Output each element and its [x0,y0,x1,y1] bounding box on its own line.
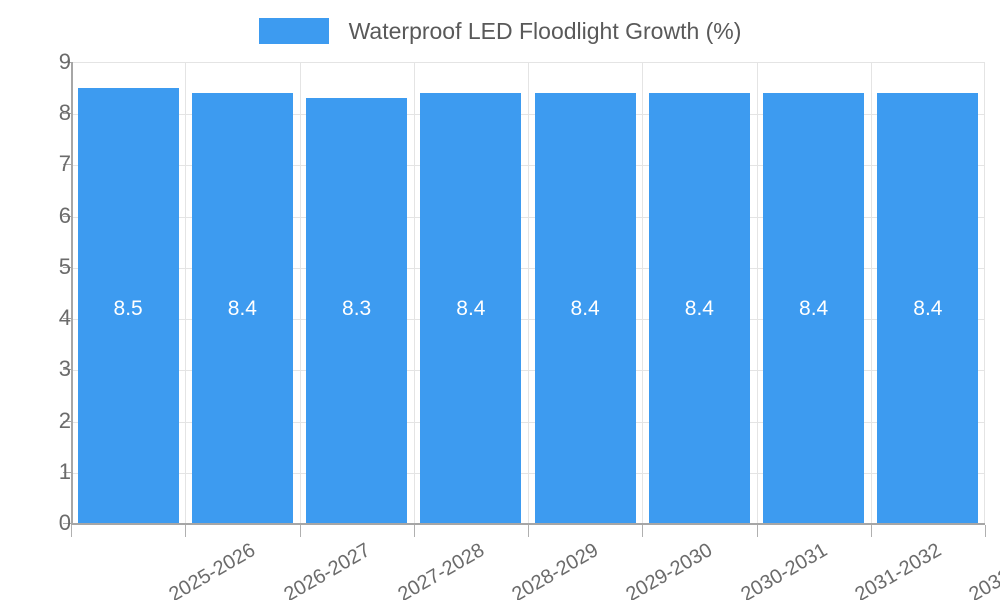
bar-value-label: 8.4 [227,296,257,320]
x-tick-label: 2027-2028 [394,539,488,600]
x-tick-label: 2029-2030 [622,539,717,600]
bar[interactable]: 8.4 [420,92,522,523]
gridline-horizontal [71,165,984,167]
x-tick-mark [185,525,187,537]
x-tick-mark [71,525,72,537]
gridline-horizontal [71,216,984,218]
bar-value-label: 8.5 [113,296,143,320]
y-tick-mark [63,215,71,217]
vertical-gridlines [71,63,984,523]
x-tick-mark [413,525,415,537]
x-tick-label: 2025-2026 [165,539,260,600]
x-tick-mark [528,525,529,537]
bar-value-label: 8.4 [684,296,714,320]
y-tick-label: 6 [58,202,71,228]
legend-color-swatch [258,18,329,44]
x-axis-line [71,523,985,525]
x-tick-mark [985,525,986,537]
gridline-vertical [528,63,529,523]
bar-value-label: 8.4 [570,296,600,320]
legend-entry[interactable]: Waterproof LED Floodlight Growth (%) [258,17,742,44]
gridline-vertical [870,63,872,523]
bar-value-label: 8.3 [342,296,372,320]
x-tick-mark [642,525,644,537]
gridline-horizontal [71,421,984,423]
bar[interactable]: 8.3 [306,97,408,523]
bar[interactable]: 8.4 [763,92,865,523]
x-tick-label: 2026-2027 [279,539,374,600]
bar-value-label: 8.4 [799,296,829,320]
y-tick-label: 4 [58,305,71,331]
bar[interactable]: 8.4 [877,92,979,523]
y-tick-label: 9 [58,49,71,74]
chart-legend: Waterproof LED Floodlight Growth (%) [0,14,1000,48]
y-tick-label: 3 [58,356,71,382]
bar-value-label: 8.4 [913,296,943,320]
y-tick-label: 2 [58,407,71,433]
y-tick-mark [63,62,71,63]
x-tick-mark [299,525,301,537]
y-tick-label: 7 [58,151,71,177]
y-axis-line [71,62,73,524]
y-tick-mark [63,523,71,524]
y-tick-label: 1 [58,458,71,484]
gridline-horizontal [71,319,984,321]
x-tick-mark [756,525,758,537]
horizontal-gridlines [71,63,984,523]
y-tick-mark [63,471,71,473]
gridline-horizontal [71,114,984,116]
bar[interactable]: 8.5 [77,87,179,523]
gridline-horizontal [71,267,984,269]
y-tick-mark [63,266,71,268]
gridline-vertical [413,63,415,523]
y-tick-mark [63,318,71,320]
bar[interactable]: 8.4 [191,92,293,523]
x-tick-label: 2031-2032 [851,539,945,600]
y-tick-label: 0 [58,510,71,535]
y-tick-mark [63,420,71,422]
gridline-horizontal [71,370,984,372]
x-tick-label: 2028-2029 [508,539,603,600]
y-tick-label: 5 [58,253,71,279]
y-axis-tick-group: 0 1 2 3 4 5 6 7 8 9 [0,0,71,600]
gridline-vertical [299,63,301,523]
bar[interactable]: 8.4 [648,92,750,523]
gridline-horizontal [71,472,984,474]
x-tick-mark [870,525,872,537]
y-tick-mark [63,113,71,115]
bar-value-label: 8.4 [456,296,486,320]
gridline-vertical [642,63,644,523]
y-tick-label: 8 [58,100,71,126]
gridline-vertical [756,63,758,523]
bars-layer: 8.5 8.4 8.3 8.4 8.4 8.4 8.4 8.4 [71,63,984,523]
bar[interactable]: 8.4 [534,92,636,523]
x-tick-label: 2030-2031 [736,539,831,600]
plot-area: 8.5 8.4 8.3 8.4 8.4 8.4 8.4 8.4 [71,62,985,523]
y-tick-mark [63,369,71,371]
gridline-vertical [185,63,187,523]
legend-label: Waterproof LED Floodlight Growth (%) [348,17,742,44]
x-tick-label: 2032-2033 [965,539,1000,600]
y-tick-mark [63,164,71,166]
